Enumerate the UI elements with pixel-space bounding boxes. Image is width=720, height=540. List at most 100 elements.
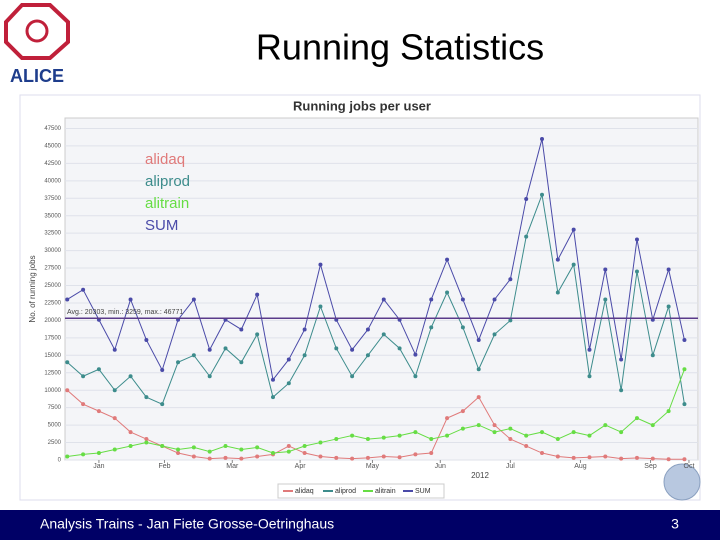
point xyxy=(144,437,149,442)
point xyxy=(619,357,624,362)
point xyxy=(650,423,655,428)
point xyxy=(603,297,608,302)
point xyxy=(508,426,513,431)
legend-box xyxy=(277,483,445,499)
point xyxy=(365,437,370,442)
point xyxy=(207,456,212,461)
point xyxy=(666,304,671,309)
y-axis-label: No. of running jobs xyxy=(28,255,37,322)
point xyxy=(571,455,576,460)
point xyxy=(524,444,529,449)
point xyxy=(555,454,560,459)
point xyxy=(286,357,291,362)
point xyxy=(492,297,497,302)
point xyxy=(334,346,339,351)
point xyxy=(255,332,260,337)
y-tick-label: 32500 xyxy=(44,231,61,237)
point xyxy=(270,395,275,400)
point xyxy=(223,444,228,449)
series-line xyxy=(66,389,685,460)
point xyxy=(112,347,117,352)
y-tick-label: 12500 xyxy=(44,370,61,376)
point xyxy=(350,374,355,379)
y-tick-label: 0 xyxy=(58,458,62,464)
point xyxy=(650,456,655,461)
chart-title: Running jobs per user xyxy=(293,98,431,113)
y-tick-label: 20000 xyxy=(44,318,61,324)
point xyxy=(619,456,624,461)
point xyxy=(587,455,592,460)
footer-band xyxy=(0,510,720,540)
point xyxy=(128,430,133,435)
point xyxy=(555,290,560,295)
logo: ALICE xyxy=(4,2,70,86)
point xyxy=(413,352,418,357)
point xyxy=(112,447,117,452)
overlay-legend-label: alidaq xyxy=(145,151,185,168)
x-tick-label: May xyxy=(366,463,380,470)
point xyxy=(540,192,545,197)
point xyxy=(176,447,181,452)
y-tick-label: 7500 xyxy=(48,405,62,411)
overlay-legend-label: aliprod xyxy=(145,173,190,190)
point xyxy=(255,454,260,459)
point xyxy=(286,449,291,454)
point xyxy=(476,395,481,400)
point xyxy=(144,440,149,445)
x-tick-label: Apr xyxy=(295,463,307,470)
point xyxy=(634,237,639,242)
point xyxy=(460,325,465,330)
point xyxy=(634,416,639,421)
series-line xyxy=(66,138,685,381)
point xyxy=(286,381,291,386)
plot-area xyxy=(64,117,699,461)
point xyxy=(555,257,560,262)
point xyxy=(144,337,149,342)
point xyxy=(223,455,228,460)
point xyxy=(571,227,576,232)
point xyxy=(540,451,545,456)
y-tick-label: 37500 xyxy=(44,196,61,202)
point xyxy=(603,454,608,459)
point xyxy=(207,374,212,379)
point xyxy=(255,445,260,450)
x-tick-label: Jan xyxy=(93,463,104,470)
legend-label: aliprod xyxy=(335,488,356,495)
point xyxy=(445,290,450,295)
point xyxy=(397,433,402,438)
point xyxy=(176,451,181,456)
point xyxy=(508,277,513,282)
point xyxy=(318,304,323,309)
point xyxy=(65,297,70,302)
point xyxy=(65,454,70,459)
point xyxy=(270,377,275,382)
point xyxy=(571,430,576,435)
point xyxy=(524,433,529,438)
point xyxy=(207,347,212,352)
point xyxy=(524,234,529,239)
y-tick-label: 15000 xyxy=(44,353,61,359)
y-tick-label: 25000 xyxy=(44,283,61,289)
point xyxy=(381,435,386,440)
y-tick-label: 2500 xyxy=(48,440,62,446)
y-tick-label: 27500 xyxy=(44,266,61,272)
point xyxy=(160,444,165,449)
point xyxy=(682,367,687,372)
point xyxy=(476,423,481,428)
point xyxy=(350,456,355,461)
point xyxy=(634,455,639,460)
point xyxy=(239,327,244,332)
point xyxy=(318,262,323,267)
point xyxy=(603,267,608,272)
point xyxy=(112,388,117,393)
point xyxy=(571,262,576,267)
point xyxy=(587,433,592,438)
point xyxy=(429,297,434,302)
point xyxy=(255,292,260,297)
point xyxy=(413,430,418,435)
point xyxy=(666,457,671,462)
point xyxy=(191,445,196,450)
point xyxy=(286,444,291,449)
point xyxy=(96,451,101,456)
